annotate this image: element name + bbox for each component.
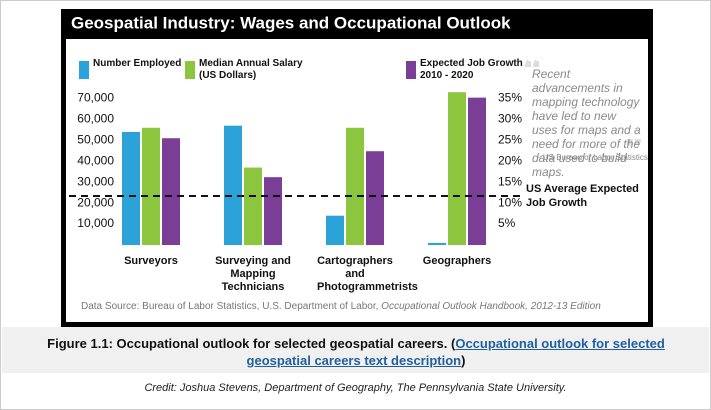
bar: [122, 131, 140, 245]
bar: [244, 167, 262, 245]
quote-source: - US Bureau of Labor Statistics: [538, 153, 648, 162]
y-tick-label: 20,000: [77, 195, 114, 209]
caption-end: ): [461, 353, 466, 368]
x-tick-label: Cartographers and Photogrammetrists: [317, 255, 418, 293]
y2-tick-label: 15%: [498, 174, 522, 188]
y-tick-label: 30,000: [77, 174, 114, 188]
y2-tick-label: 30%: [498, 112, 522, 126]
chart-title: Geospatial Industry: Wages and Occupatio…: [71, 13, 511, 32]
legend-label: Expected Job Growth 2010 - 2020: [420, 58, 523, 81]
y-tick-label: 60,000: [77, 112, 114, 126]
reference-label: US Average Expected Job Growth: [526, 183, 639, 209]
y-tick-label: 70,000: [77, 91, 114, 105]
quote: Recent advancements in mapping technolog…: [532, 67, 641, 179]
bar: [428, 242, 446, 245]
figure-caption: Figure 1.1: Occupational outlook for sel…: [41, 335, 671, 369]
legend-swatch: [185, 61, 195, 79]
quote-mark: [525, 57, 540, 67]
legend-label: Median Annual Salary (US Dollars): [199, 58, 303, 81]
y2-tick-label: 5%: [498, 216, 516, 230]
y2-tick-label: 10%: [498, 195, 522, 209]
bar: [448, 92, 466, 245]
caption-background: [2, 327, 709, 373]
bar: [264, 177, 282, 245]
y-tick-label: 40,000: [77, 153, 114, 167]
caption-text: Figure 1.1: Occupational outlook for sel…: [47, 336, 456, 351]
legend-swatch: [79, 61, 89, 79]
bar: [366, 151, 384, 245]
source-text: Data Source: Bureau of Labor Statistics,…: [81, 301, 379, 312]
legend-label: Number Employed: [93, 58, 182, 69]
y-tick-label: 10,000: [77, 216, 114, 230]
legend-swatch: [406, 61, 416, 79]
x-tick-label: Geographers: [422, 255, 492, 267]
data-source: Data Source: Bureau of Labor Statistics,…: [81, 301, 601, 312]
quote-mark: [626, 139, 641, 149]
bar: [326, 215, 344, 245]
y-tick-label: 50,000: [77, 133, 114, 147]
caption-link[interactable]: Occupational outlook for selected geospa…: [246, 336, 665, 368]
source-publication: Occupational Outlook Handbook, 2012-13 E…: [381, 301, 601, 312]
bar: [468, 97, 486, 245]
x-tick-label: Surveyors: [124, 255, 178, 267]
bar: [346, 127, 364, 245]
x-tick-label: Surveying and Mapping Technicians: [215, 255, 291, 293]
y2-tick-label: 20%: [498, 153, 522, 167]
bar: [162, 138, 180, 245]
figure-credit: Credit: Joshua Stevens, Department of Ge…: [144, 382, 567, 394]
bar: [142, 127, 160, 245]
y2-tick-label: 35%: [498, 91, 522, 105]
bar: [224, 125, 242, 245]
y2-tick-label: 25%: [498, 133, 522, 147]
